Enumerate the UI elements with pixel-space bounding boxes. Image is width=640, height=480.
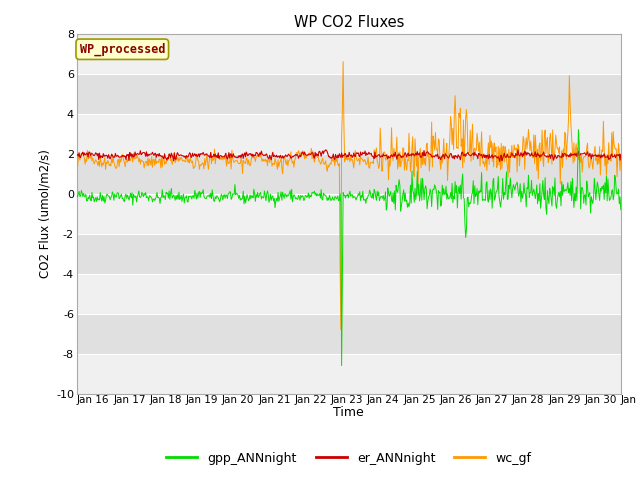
Y-axis label: CO2 Flux (umol/m2/s): CO2 Flux (umol/m2/s) <box>39 149 52 278</box>
Title: WP CO2 Fluxes: WP CO2 Fluxes <box>294 15 404 30</box>
Bar <box>77 313 621 354</box>
Bar <box>77 354 621 394</box>
Bar <box>77 234 621 274</box>
Text: WP_processed: WP_processed <box>79 43 165 56</box>
Bar <box>77 34 621 73</box>
Bar <box>77 114 621 154</box>
Bar <box>77 73 621 114</box>
X-axis label: Time: Time <box>333 407 364 420</box>
Bar <box>77 274 621 313</box>
Legend: gpp_ANNnight, er_ANNnight, wc_gf: gpp_ANNnight, er_ANNnight, wc_gf <box>161 447 536 469</box>
Bar <box>77 154 621 193</box>
Bar <box>77 193 621 234</box>
